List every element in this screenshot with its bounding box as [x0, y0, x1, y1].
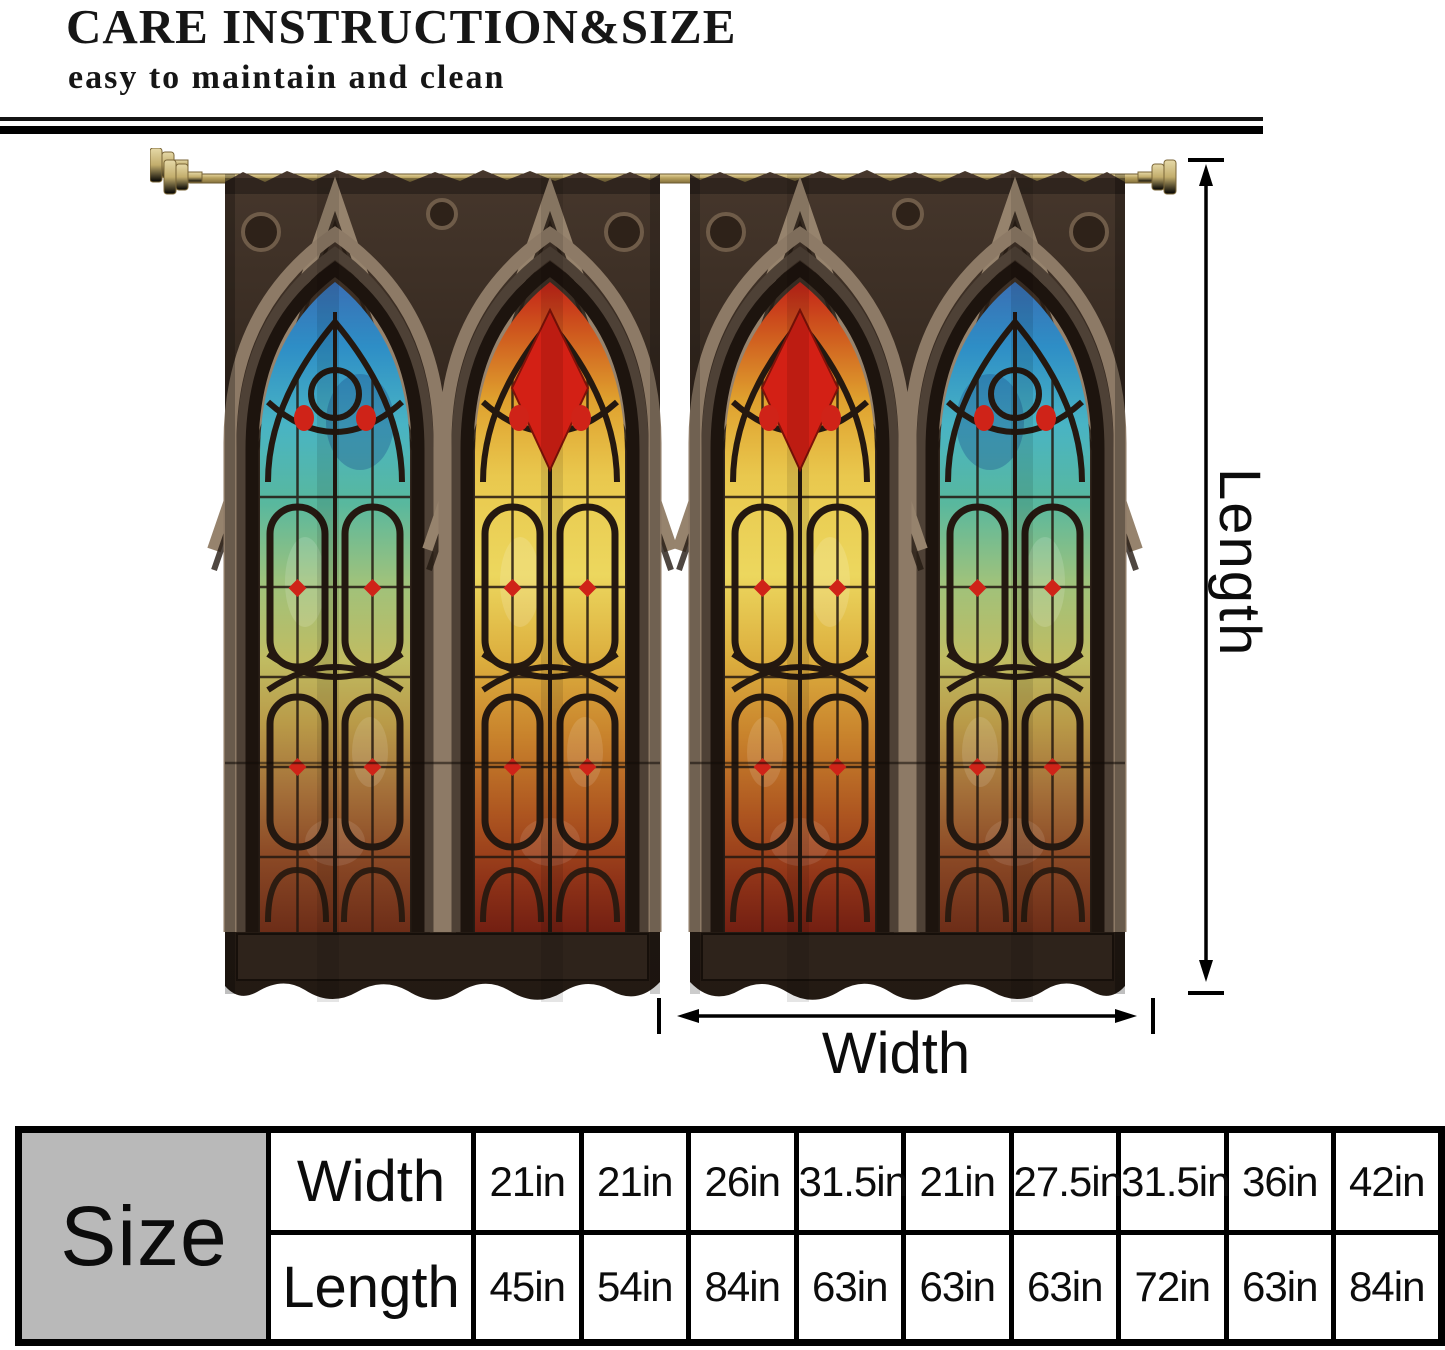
width-value: 26in [686, 1127, 799, 1235]
divider-rule-thin [0, 117, 1263, 121]
width-value: 36in [1223, 1127, 1336, 1235]
length-value: 54in [578, 1230, 691, 1345]
care-heading: CARE INSTRUCTION&SIZE easy to maintain a… [66, 2, 736, 95]
width-value: 31.5in [1116, 1127, 1230, 1235]
width-label: Width [821, 1021, 971, 1086]
curtain-panel-left [214, 170, 671, 1002]
curtain-panels-image [150, 148, 1177, 1018]
page-subtitle: easy to maintain and clean [68, 59, 506, 96]
length-value: 45in [471, 1230, 584, 1345]
divider-rule-thick [0, 126, 1263, 134]
width-value: 42in [1331, 1127, 1444, 1235]
width-value: 21in [901, 1127, 1014, 1235]
length-value: 63in [1008, 1230, 1121, 1345]
width-value: 31.5in [793, 1127, 908, 1235]
size-corner-cell: Size [16, 1127, 271, 1345]
length-value: 63in [901, 1230, 1014, 1345]
length-value: 84in [1331, 1230, 1444, 1345]
length-dimension-arrow [1188, 158, 1224, 995]
width-value: 21in [578, 1127, 691, 1235]
width-row-header: Width [266, 1127, 476, 1235]
length-value: 63in [1223, 1230, 1336, 1345]
curtain-panel-right [679, 170, 1136, 1002]
table-row-length: Length 45in 54in 84in 63in 63in 63in 72i… [19, 1230, 1444, 1345]
size-table: Size Width 21in 21in 26in 31.5in 21in 27… [15, 1126, 1445, 1346]
length-row-header: Length [266, 1230, 476, 1345]
length-label: Length [1207, 468, 1272, 658]
width-dimension-arrow [657, 998, 1155, 1034]
length-value: 63in [793, 1230, 906, 1345]
page-title: CARE INSTRUCTION&SIZE [66, 0, 737, 54]
width-value: 27.5in [1008, 1127, 1123, 1235]
width-value: 21in [471, 1127, 584, 1235]
table-row-width: Size Width 21in 21in 26in 31.5in 21in 27… [16, 1127, 1444, 1345]
length-value: 84in [686, 1230, 799, 1345]
length-value: 72in [1116, 1230, 1229, 1345]
